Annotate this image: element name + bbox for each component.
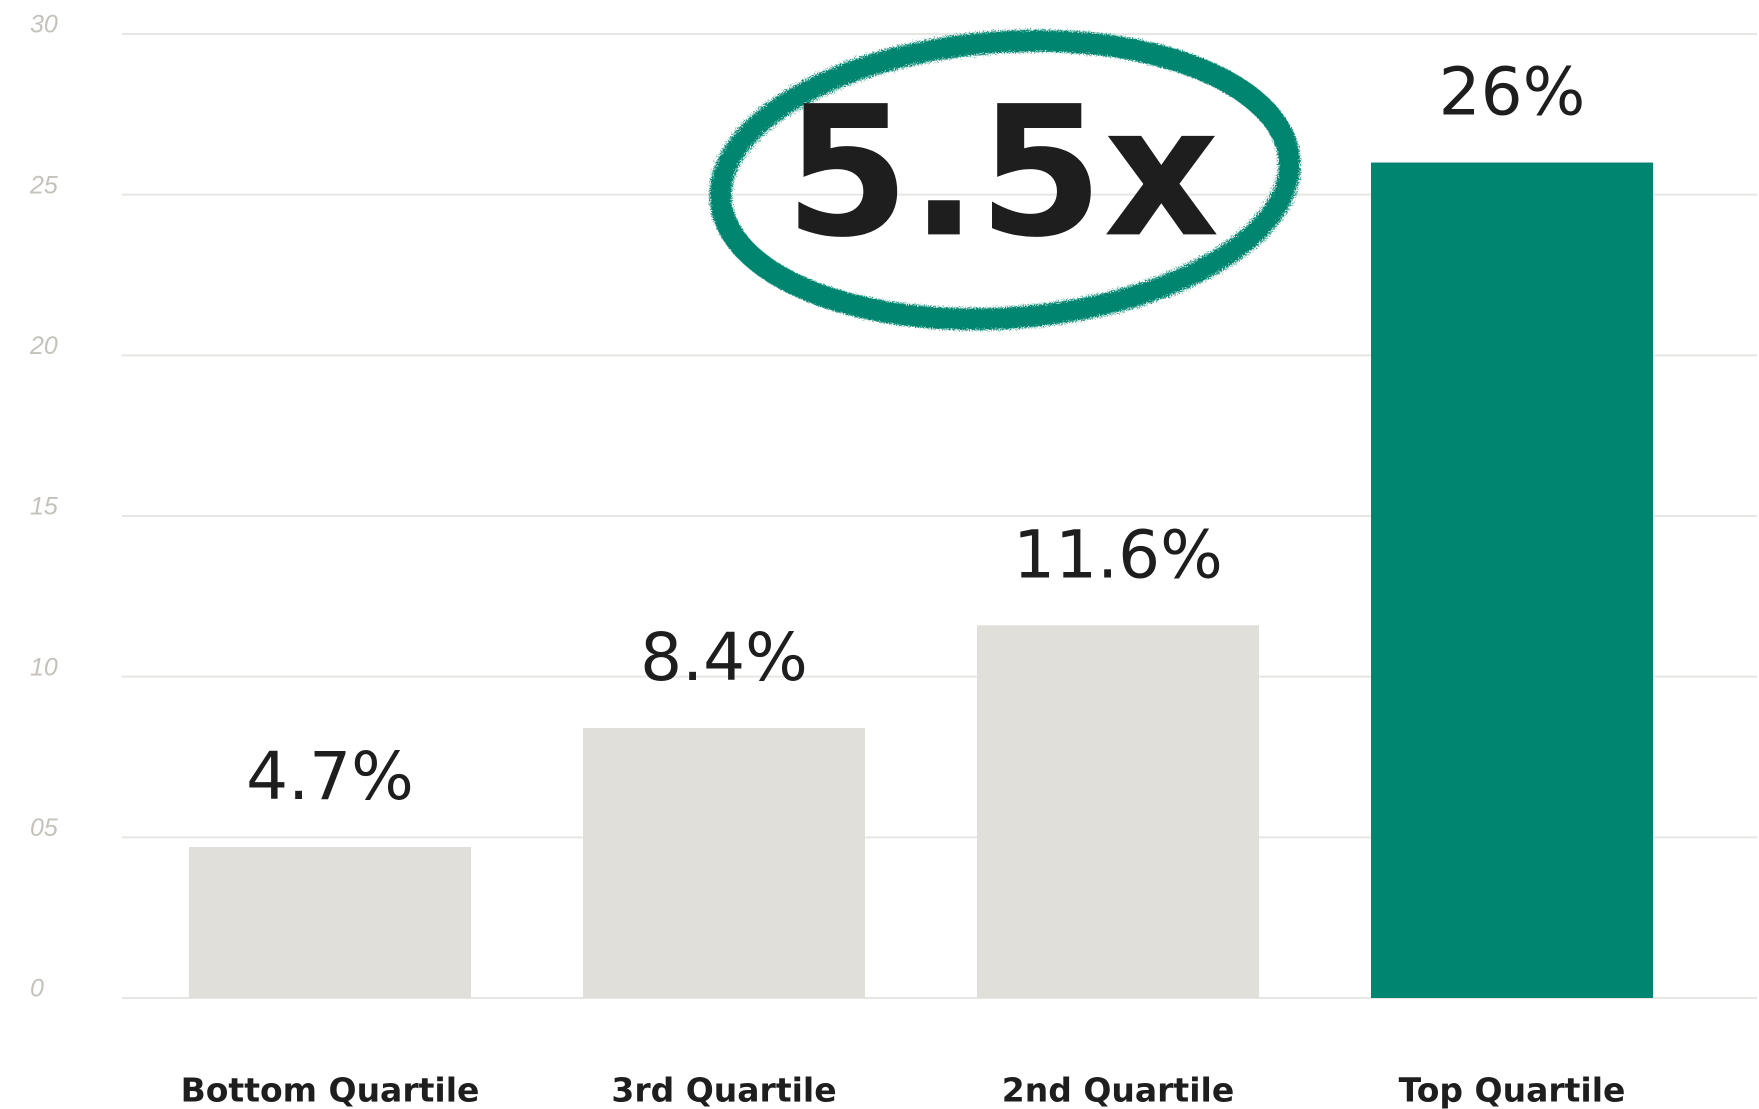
value-label: 4.7% <box>246 738 414 815</box>
y-tick-label: 20 <box>29 332 58 360</box>
bar <box>977 625 1259 998</box>
y-tick-label: 25 <box>29 171 58 199</box>
x-tick-label: 2nd Quartile <box>1002 1071 1234 1109</box>
value-label: 11.6% <box>1013 516 1223 593</box>
y-tick-label: 0 <box>30 975 44 1003</box>
x-tick-label: Bottom Quartile <box>181 1071 480 1109</box>
annotation: 5.5x <box>785 68 1220 277</box>
x-tick-label: 3rd Quartile <box>611 1071 836 1109</box>
value-label: 8.4% <box>640 619 808 696</box>
y-tick-label: 10 <box>30 653 58 681</box>
bar <box>1371 162 1653 999</box>
y-tick-label: 30 <box>30 11 58 39</box>
x-tick-label: Top Quartile <box>1399 1071 1626 1109</box>
annotation-circle <box>709 29 1301 331</box>
y-tick-label: 05 <box>30 814 58 842</box>
bar <box>583 728 865 998</box>
y-tick-label: 15 <box>30 493 58 521</box>
bar <box>189 846 471 998</box>
value-label: 26% <box>1439 54 1586 131</box>
